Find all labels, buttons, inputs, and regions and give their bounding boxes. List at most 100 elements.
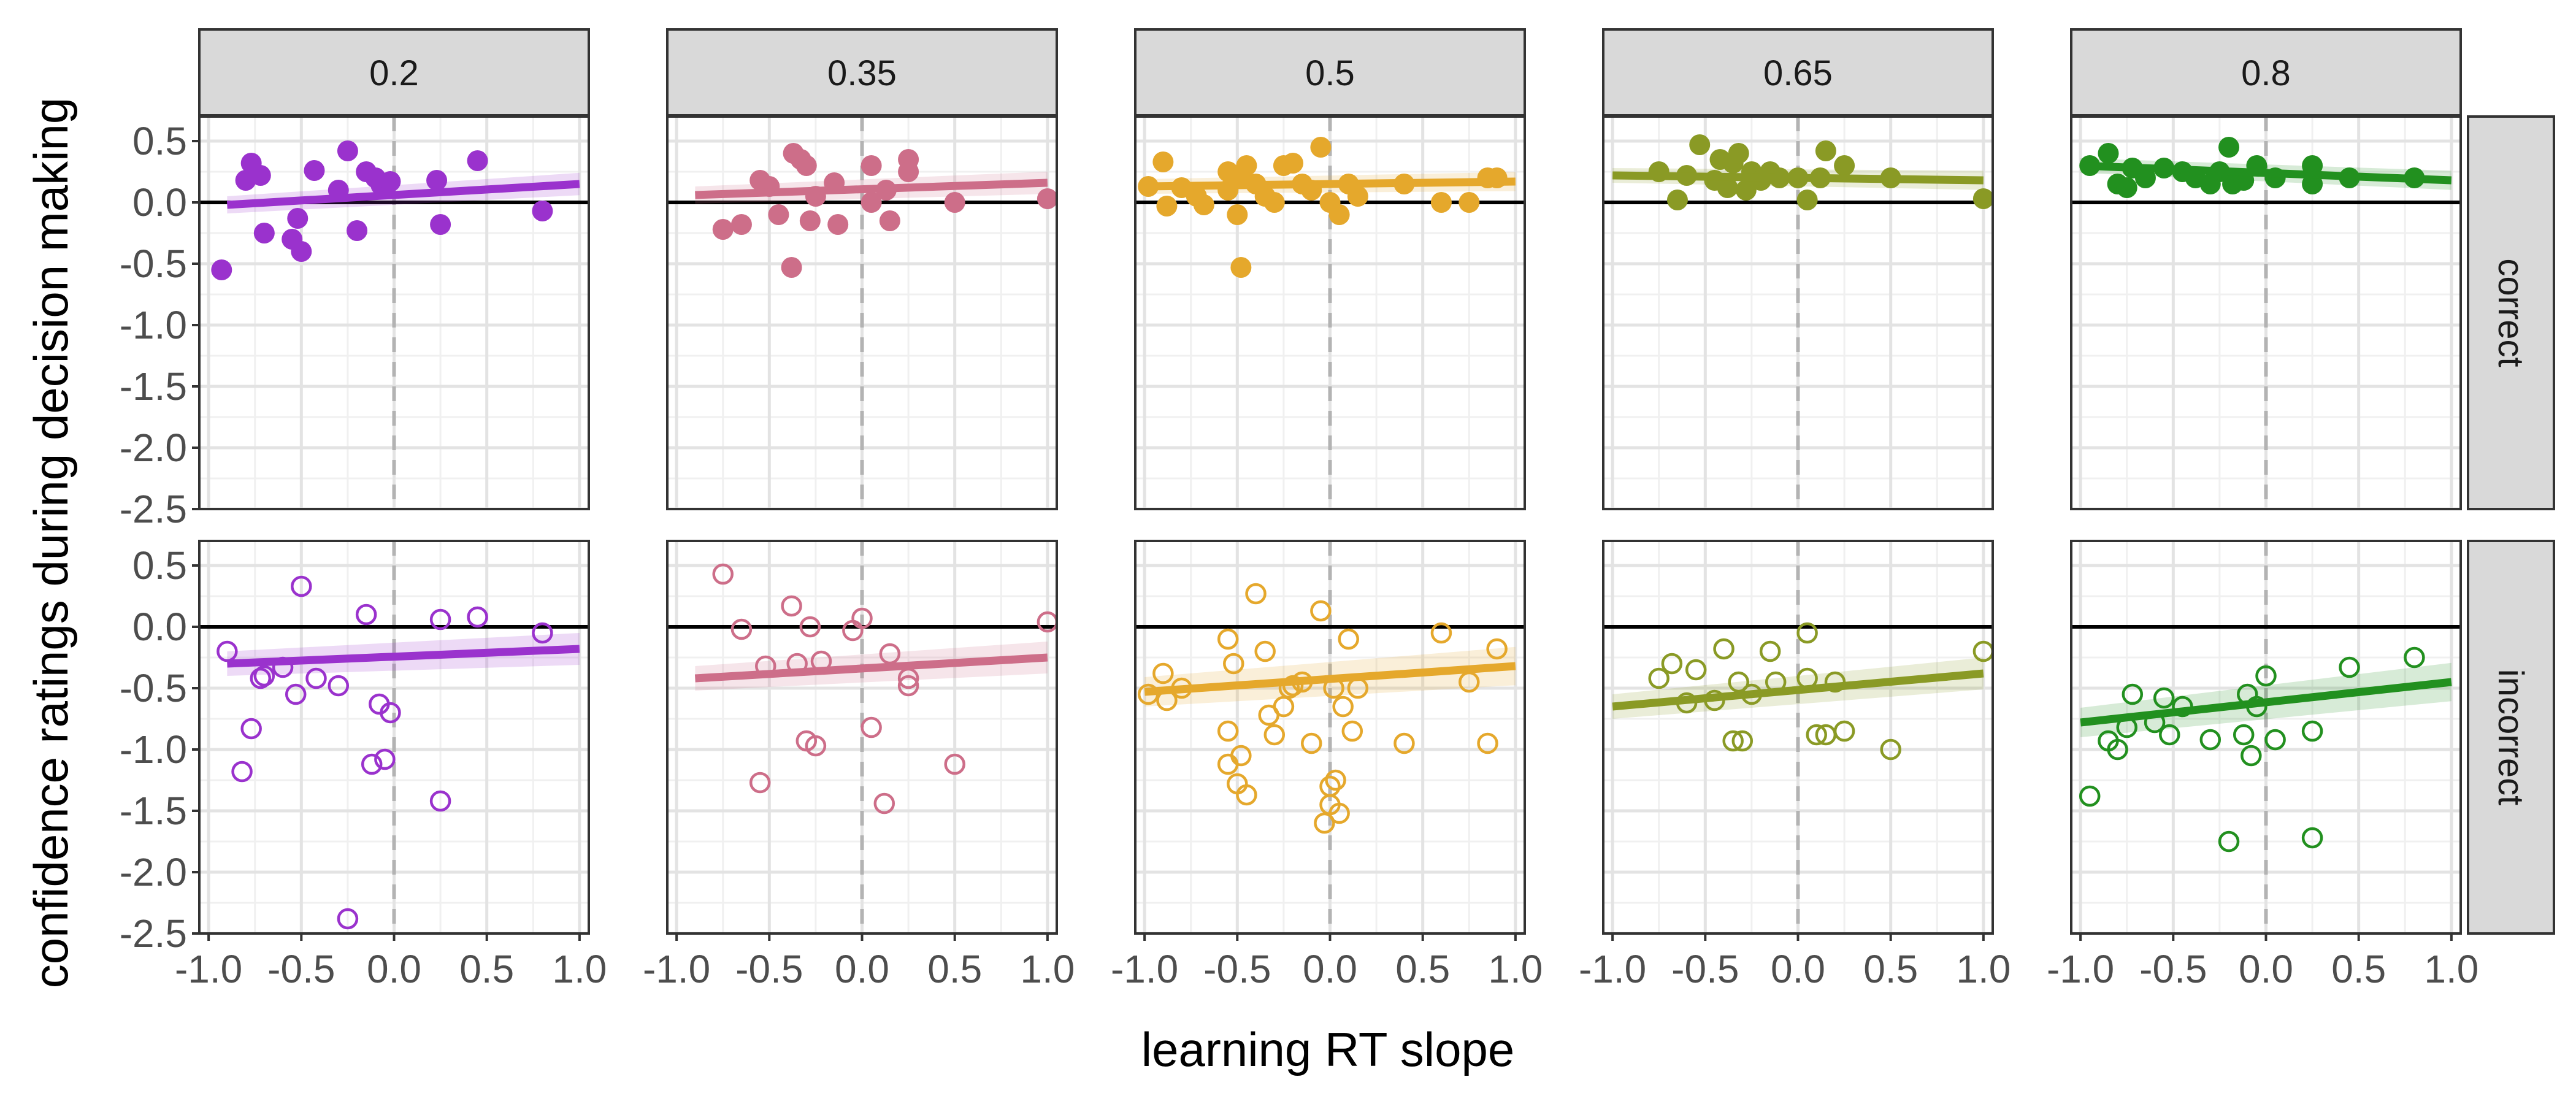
data-point	[1193, 194, 1214, 215]
y-axis-title: confidence ratings during decision makin…	[24, 98, 78, 989]
regression-line	[695, 178, 1048, 199]
panel-plot-area	[2071, 541, 2461, 933]
regression-line	[226, 180, 580, 209]
data-point	[1230, 745, 1252, 767]
x-tick-label: 0.5	[1863, 947, 1918, 991]
data-point	[898, 161, 919, 182]
data-point	[1236, 784, 1257, 806]
data-point	[768, 204, 789, 225]
data-point	[1393, 732, 1415, 754]
x-tick-label: -0.5	[1203, 947, 1271, 991]
data-point	[374, 748, 396, 770]
data-point	[240, 718, 262, 740]
strip-background	[1134, 28, 1526, 117]
data-point	[1661, 653, 1683, 675]
x-tick-label: 0.5	[2331, 947, 2386, 991]
data-point	[2159, 724, 2180, 746]
data-point	[467, 606, 488, 628]
data-point	[328, 675, 350, 697]
data-point	[532, 201, 553, 221]
data-point	[291, 575, 312, 597]
y-tick-label: -1.5	[120, 789, 187, 833]
x-tick-label: 0.0	[2239, 947, 2293, 991]
data-point	[1722, 730, 1744, 752]
panel-plot-area	[1603, 117, 1993, 509]
y-tick-label: -2.5	[120, 487, 187, 531]
data-point	[1486, 638, 1508, 660]
data-point	[1245, 583, 1267, 605]
y-tick-label: -0.5	[120, 242, 187, 286]
data-point	[2199, 729, 2221, 751]
strip-row-incorrect: incorrect	[2467, 540, 2555, 935]
panel-plot-area	[1135, 541, 1525, 933]
x-tick-label: -0.5	[2139, 947, 2207, 991]
strip-column-0.35: 0.35	[666, 28, 1058, 117]
y-tick-label: 0.5	[132, 543, 187, 588]
strip-background	[2070, 28, 2462, 117]
data-point	[1152, 662, 1174, 684]
data-point	[799, 616, 821, 638]
data-point	[231, 761, 253, 783]
strip-label: 0.8	[2241, 53, 2291, 93]
panel-plot-area	[1603, 541, 1993, 933]
strip-column-0.8: 0.8	[2070, 28, 2462, 117]
y-tick-label: 0.0	[132, 605, 187, 649]
x-axis-title: learning RT slope	[1141, 1022, 1515, 1076]
data-point	[712, 219, 734, 240]
data-point	[1666, 190, 1688, 210]
data-point	[1325, 769, 1346, 791]
data-point	[250, 165, 271, 186]
x-tick-label: -1.0	[1111, 947, 1178, 991]
strip-label: incorrect	[2491, 669, 2531, 805]
x-tick-label: 1.0	[552, 947, 607, 991]
data-point	[1328, 802, 1350, 824]
data-point	[1341, 720, 1363, 742]
data-point	[730, 618, 753, 640]
y-tick-label: -1.5	[120, 364, 187, 408]
data-point	[861, 716, 882, 738]
data-point	[897, 675, 919, 697]
data-point	[730, 214, 752, 235]
x-tick-label: 0.0	[835, 947, 889, 991]
data-point	[1833, 720, 1855, 742]
strip-background	[1602, 28, 1994, 117]
data-point	[1319, 775, 1341, 797]
x-tick-label: 0.5	[459, 947, 514, 991]
data-point	[1156, 196, 1178, 217]
panel-0.2-incorrect	[198, 540, 590, 935]
panel-plot-area	[667, 117, 1057, 509]
x-tick-label: 0.0	[1303, 947, 1357, 991]
data-point	[1796, 622, 1818, 644]
data-point	[1728, 671, 1749, 693]
panel-plot-area	[199, 541, 589, 933]
data-point	[1217, 720, 1239, 742]
data-point	[781, 257, 802, 278]
data-point	[305, 667, 327, 689]
y-tick-label: -2.0	[120, 850, 187, 894]
data-point	[337, 140, 358, 161]
data-point	[861, 155, 882, 176]
data-point	[250, 667, 272, 689]
data-point	[430, 214, 451, 235]
data-point	[2116, 177, 2137, 198]
data-point	[1731, 730, 1754, 752]
data-point	[805, 735, 827, 757]
strip-row-correct: correct	[2467, 115, 2555, 510]
y-tick-label: 0.0	[132, 180, 187, 224]
panel-0.8-correct	[2070, 115, 2462, 510]
data-point	[712, 563, 734, 585]
data-point	[827, 214, 849, 235]
data-point	[944, 192, 965, 213]
data-point	[287, 208, 309, 229]
data-point	[1477, 732, 1498, 754]
data-point	[2264, 729, 2286, 751]
data-point	[426, 170, 448, 191]
data-point	[1338, 628, 1359, 650]
data-point	[285, 683, 307, 705]
panel-0.2-correct	[198, 115, 590, 510]
data-point	[2098, 143, 2119, 164]
data-point	[253, 665, 275, 687]
data-point	[781, 595, 802, 617]
data-point	[1880, 738, 1901, 761]
data-point	[1759, 640, 1781, 662]
